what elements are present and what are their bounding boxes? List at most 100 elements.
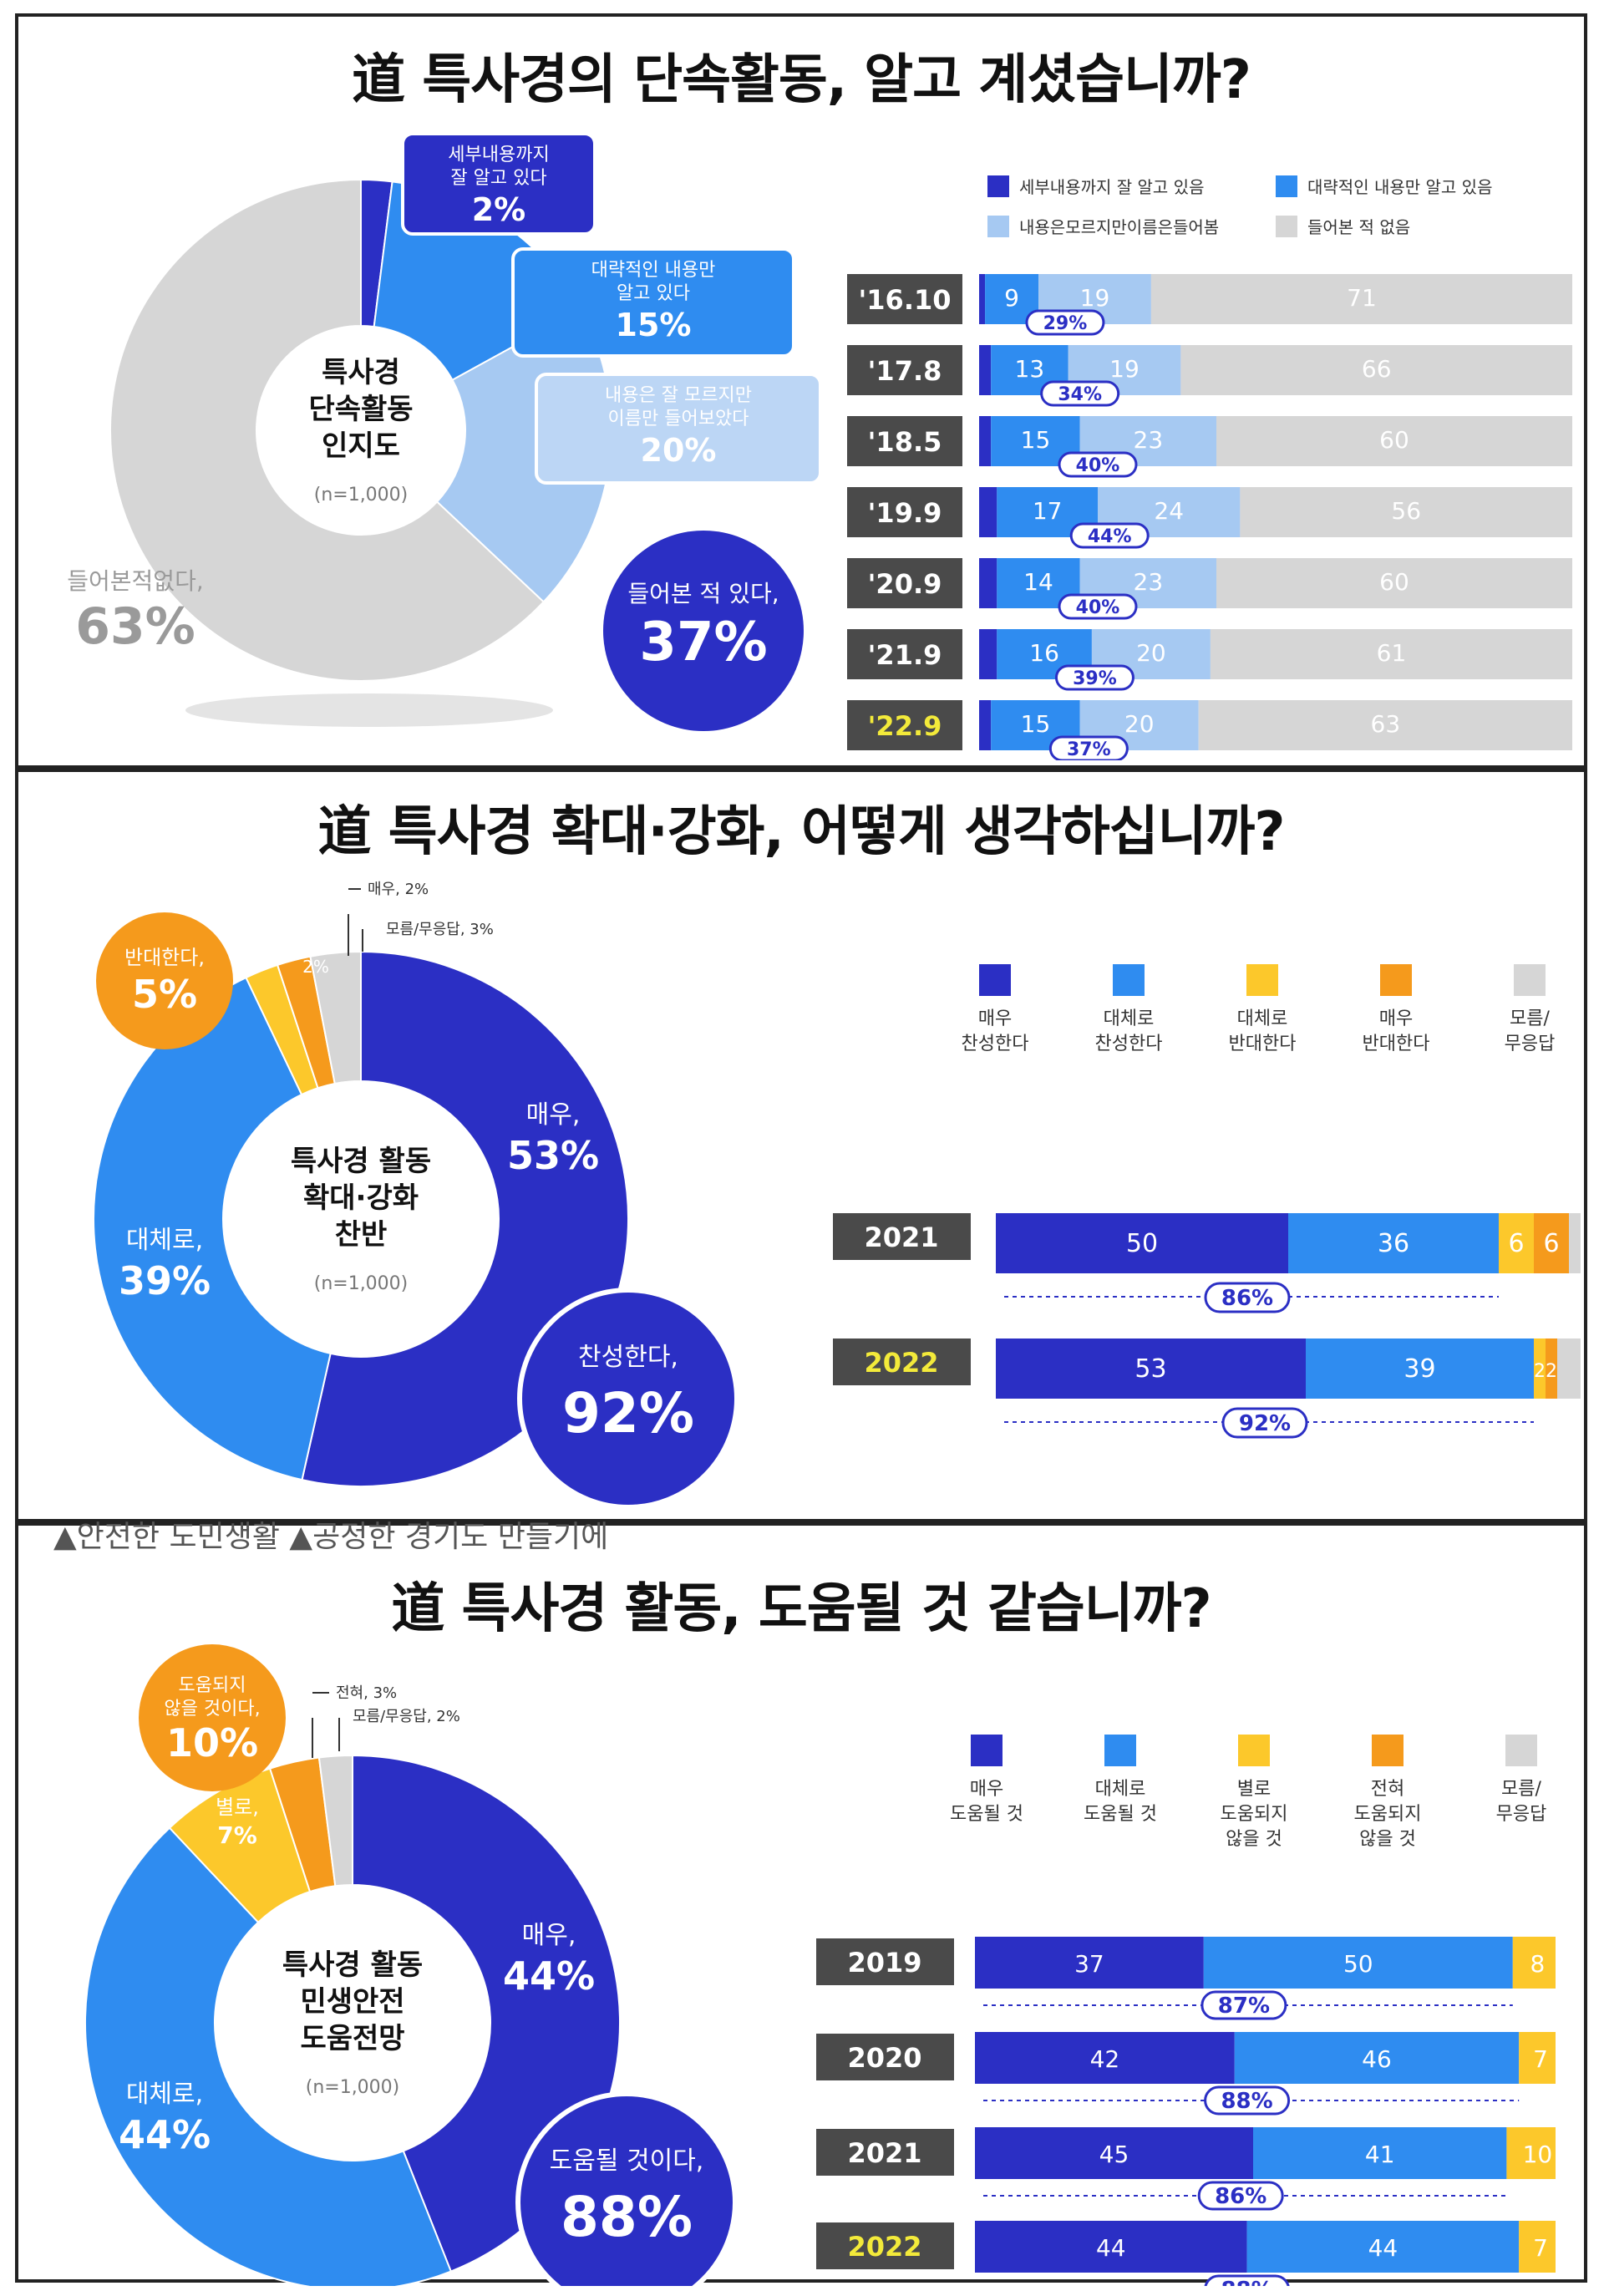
donut2-center-label: 특사경 활동 — [291, 1145, 431, 1178]
year1-label: '18.5 — [868, 426, 942, 458]
bar2-value-label: 2 — [1546, 1361, 1557, 1382]
bar1-value-label: 23 — [1134, 568, 1164, 596]
year3-label: 2020 — [847, 2042, 921, 2074]
bar3-total-pill — [1200, 1990, 1287, 2020]
year1-label: '17.8 — [868, 355, 942, 387]
bar1-value-label: 15 — [1021, 426, 1051, 454]
bar1-value-label: 24 — [1154, 497, 1184, 525]
legend1-label: 들어본 적 없음 — [1307, 217, 1410, 237]
bar1-value-label: 61 — [1377, 639, 1407, 667]
bar3-segment — [1246, 2221, 1520, 2273]
bar2-segment — [1546, 1338, 1557, 1399]
bar3-total-label: 88% — [1221, 2278, 1272, 2286]
bar3-segment — [1506, 2127, 1556, 2179]
donut3-negative-label: 도움되지 — [179, 1675, 246, 1696]
bar2-value-label: 6 — [1508, 1229, 1524, 1258]
bar1-total-label: 40% — [1076, 455, 1120, 476]
donut3-slice-label: 별로, — [216, 1796, 259, 1819]
bar3-segment — [1234, 2032, 1520, 2084]
donut2-slice-label: 매우, — [526, 1100, 581, 1130]
year3-label: 2021 — [847, 2137, 921, 2169]
bar1-value-label: 19 — [1080, 284, 1110, 312]
donut1-callout-label: 내용은 잘 모르지만 — [605, 385, 752, 406]
bar3-segment — [1519, 2221, 1556, 2273]
awareness-trend-chart: 세부내용까지 잘 알고 있음 대략적인 내용만 알고 있음내용은모르지만이름은들어… — [847, 175, 1572, 760]
bar1-total-label: 44% — [1088, 526, 1132, 547]
helpfulness-panel: 道 특사경 활동, 도움될 것 같습니까? 특사경 활동 민생안전 도움전망 (n=1… — [15, 1522, 1587, 2286]
bar1-segment — [979, 416, 992, 466]
donut1-slice — [109, 178, 546, 682]
bar2-segment — [996, 1338, 1306, 1399]
legend3-label: 않을 것 — [1359, 1829, 1416, 1850]
donut2-slice — [309, 950, 362, 1085]
legend1-label: 대략적인 내용만 알고 있음 — [1307, 177, 1492, 197]
legend3-label: 도움될 것 — [950, 1804, 1023, 1825]
donut1-summary-value: 37% — [639, 612, 767, 673]
legend3-swatch — [1238, 1735, 1270, 1766]
donut1-gray-label: 들어본적없다, — [67, 567, 203, 595]
donut2-center-label: 찬반 — [335, 1218, 388, 1252]
bar2-value-label: 50 — [1126, 1229, 1158, 1258]
bar1-segment — [1150, 274, 1572, 324]
bar3-value-label: 42 — [1090, 2045, 1120, 2073]
bar3-value-label: 45 — [1099, 2141, 1129, 2168]
legend3-label: 별로 — [1237, 1779, 1271, 1800]
donut2-center-n: (n=1,000) — [314, 1273, 409, 1294]
bar2-segment — [1557, 1338, 1581, 1399]
legend3-label: 매우 — [970, 1779, 1003, 1800]
legend3-label: 대체로 — [1095, 1779, 1146, 1800]
donut1-center-n: (n=1,000) — [314, 485, 409, 505]
bar3-value-label: 7 — [1533, 2234, 1548, 2262]
donut2-summary-bubble — [517, 1288, 739, 1510]
legend2-label: 매우 — [1379, 1008, 1413, 1029]
donut3-slice — [317, 1754, 353, 1887]
bar3-total-pill — [1197, 2181, 1284, 2211]
donut1-center-label: 단속활동 — [308, 393, 413, 426]
donut3-center-disc — [223, 1893, 482, 2152]
bar2-segment — [1534, 1338, 1546, 1399]
donut2-summary-value: 92% — [562, 1381, 694, 1445]
year1-label: '22.9 — [868, 710, 942, 742]
legend1-swatch — [987, 216, 1009, 237]
donut3-slice — [84, 1826, 453, 2286]
bar3-segment — [975, 2221, 1247, 2273]
donut2-slice-label: 대체로, — [126, 1226, 203, 1255]
bar1-total-label: 40% — [1076, 597, 1120, 618]
donut3-negative-label: 않을 것이다, — [164, 1699, 260, 1719]
donut3-slice-label: 대체로, — [126, 2080, 203, 2109]
bar1-value-label: 20 — [1124, 710, 1155, 738]
legend3-swatch — [971, 1735, 1002, 1766]
bar2-segment — [1569, 1213, 1581, 1273]
overlay-caption: ▲안전한 도민생활 ▲공정한 경기도 만들기에 — [53, 1520, 609, 1554]
bar1-segment — [979, 558, 997, 608]
year1-label: '21.9 — [868, 639, 942, 671]
bar3-value-label: 8 — [1530, 1950, 1545, 1978]
year1-box — [847, 700, 962, 750]
legend2-label: 모름/ — [1510, 1008, 1550, 1029]
legend2-label: 찬성한다 — [1095, 1034, 1163, 1054]
legend2-swatch — [1514, 964, 1546, 996]
donut3-annotation: 모름/무응답, 2% — [353, 1708, 460, 1725]
year3-label: 2022 — [847, 2231, 921, 2263]
bar3-value-label: 50 — [1343, 1950, 1373, 1978]
year1-box — [847, 416, 962, 466]
year2-label: 2022 — [864, 1347, 938, 1379]
bar3-segment — [975, 1937, 1204, 1989]
donut3-negative-bubble — [139, 1644, 286, 1791]
donut1-callout-label: 알고 있다 — [617, 283, 690, 304]
donut1-callout-label: 이름만 들어보았다 — [608, 409, 749, 429]
legend3-label: 않을 것 — [1226, 1829, 1282, 1850]
legend1-label: 세부내용까지 잘 알고 있음 — [1019, 177, 1204, 197]
bar3-value-label: 41 — [1365, 2141, 1395, 2168]
donut3-negative-value: 10% — [166, 1720, 258, 1765]
bar3-value-label: 10 — [1523, 2141, 1553, 2168]
legend2-swatch — [1380, 964, 1412, 996]
donut3-slice-value: 7% — [217, 1821, 257, 1849]
donut3-center-n: (n=1,000) — [306, 2077, 400, 2098]
bar1-value-label: 63 — [1371, 710, 1401, 738]
donut1-callout-box — [511, 247, 795, 358]
legend1-swatch — [1276, 216, 1297, 237]
bar1-total-pill — [1054, 664, 1134, 691]
